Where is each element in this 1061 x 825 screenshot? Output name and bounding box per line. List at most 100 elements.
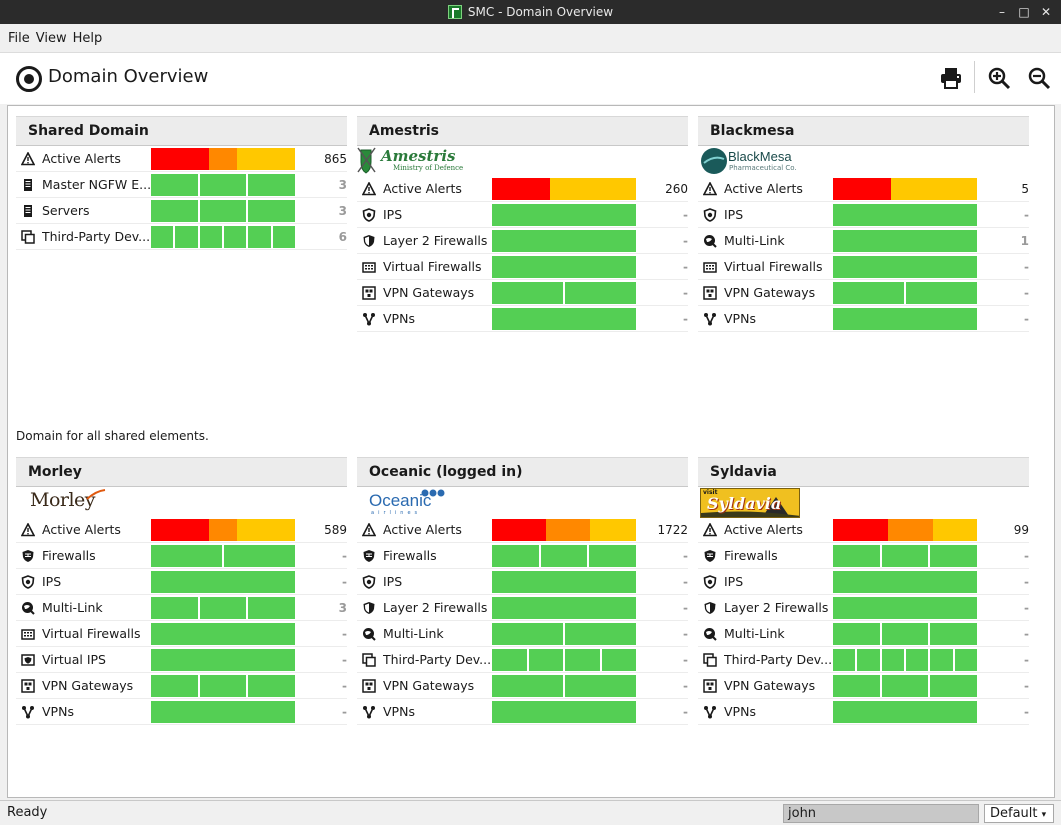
status-bar-master-ngfw-e[interactable] [151, 174, 296, 196]
alerts-severity-bar[interactable] [151, 519, 295, 541]
row-ips[interactable]: IPS - [698, 202, 1029, 228]
domain-panel[interactable]: Amestris Amestris Ministry of Defence Activ… [357, 116, 688, 332]
row-layer-2-firewalls[interactable]: Layer 2 Firewalls - [357, 228, 688, 254]
row-ips[interactable]: IPS - [357, 569, 688, 595]
status-bar-virtual-firewalls[interactable] [492, 256, 636, 278]
status-bar-third-party-dev[interactable] [833, 649, 977, 671]
domain-panel[interactable]: Shared Domain Active Alerts 865 Master NGFW… [16, 116, 347, 250]
close-icon[interactable]: ✕ [1040, 5, 1052, 19]
status-bar-vpns[interactable] [833, 308, 977, 330]
status-bar-vpns[interactable] [492, 701, 636, 723]
domain-name-morley[interactable]: Morley [16, 457, 347, 487]
menu-file[interactable]: File [8, 30, 30, 46]
status-bar-ips[interactable] [833, 571, 977, 593]
status-bar-ips[interactable] [492, 204, 636, 226]
domain-name-amestris[interactable]: Amestris [357, 116, 688, 146]
alerts-severity-bar[interactable] [492, 519, 636, 541]
row-vpns[interactable]: VPNs - [357, 699, 688, 725]
status-bar-vpn-gateways[interactable] [833, 675, 978, 697]
status-bar-third-party-dev[interactable] [151, 226, 295, 248]
row-multi-link[interactable]: Multi-Link - [698, 621, 1029, 647]
status-bar-virtual-firewalls[interactable] [151, 623, 295, 645]
domain-panel[interactable]: Oceanic (logged in) Oceanic airlines Active… [357, 457, 688, 725]
status-bar-ips[interactable] [151, 571, 295, 593]
printer-icon[interactable] [936, 63, 966, 93]
row-vpns[interactable]: VPNs - [357, 306, 688, 332]
domain-name-shared-domain[interactable]: Shared Domain [16, 116, 347, 146]
row-ips[interactable]: IPS - [357, 202, 688, 228]
status-bar-vpn-gateways[interactable] [492, 675, 636, 697]
status-bar-multi-link[interactable] [492, 623, 636, 645]
status-bar-ips[interactable] [833, 204, 977, 226]
alerts-severity-bar[interactable] [492, 178, 636, 200]
row-virtual-firewalls[interactable]: Virtual Firewalls - [698, 254, 1029, 280]
row-virtual-ips[interactable]: Virtual IPS - [16, 647, 347, 673]
row-servers[interactable]: Servers 3 [16, 198, 347, 224]
row-active-alerts[interactable]: Active Alerts 1722 [357, 517, 688, 543]
status-bar-multi-link[interactable] [833, 230, 977, 252]
row-active-alerts[interactable]: Active Alerts 99 [698, 517, 1029, 543]
status-bar-servers[interactable] [151, 200, 296, 222]
status-bar-layer-2-firewalls[interactable] [833, 597, 977, 619]
status-bar-layer-2-firewalls[interactable] [492, 597, 636, 619]
row-multi-link[interactable]: Multi-Link 3 [16, 595, 347, 621]
status-bar-vpn-gateways[interactable] [492, 282, 636, 304]
domain-panel[interactable]: Morley Morley Active Alerts 589 Firewalls - IP… [16, 457, 347, 725]
row-active-alerts[interactable]: Active Alerts 260 [357, 176, 688, 202]
alerts-severity-bar[interactable] [833, 519, 978, 541]
minimize-icon[interactable]: – [999, 5, 1005, 19]
row-layer-2-firewalls[interactable]: Layer 2 Firewalls - [357, 595, 688, 621]
row-virtual-firewalls[interactable]: Virtual Firewalls - [16, 621, 347, 647]
zoom-in-icon[interactable] [984, 63, 1014, 93]
status-bar-vpns[interactable] [492, 308, 636, 330]
alerts-severity-bar[interactable] [151, 148, 295, 170]
row-ips[interactable]: IPS - [698, 569, 1029, 595]
row-active-alerts[interactable]: Active Alerts 589 [16, 517, 347, 543]
row-vpn-gateways[interactable]: VPN Gateways - [357, 280, 688, 306]
row-firewalls[interactable]: Firewalls - [357, 543, 688, 569]
domain-name-blackmesa[interactable]: Blackmesa [698, 116, 1029, 146]
row-firewalls[interactable]: Firewalls - [16, 543, 347, 569]
status-bar-virtual-firewalls[interactable] [833, 256, 977, 278]
row-third-party-dev[interactable]: Third-Party Dev... 6 [16, 224, 347, 250]
row-ips[interactable]: IPS - [16, 569, 347, 595]
row-vpns[interactable]: VPNs - [16, 699, 347, 725]
row-firewalls[interactable]: Firewalls - [698, 543, 1029, 569]
status-bar-multi-link[interactable] [833, 623, 978, 645]
row-master-ngfw-e[interactable]: Master NGFW E... 3 [16, 172, 347, 198]
status-bar-virtual-ips[interactable] [151, 649, 295, 671]
status-bar-vpn-gateways[interactable] [151, 675, 296, 697]
row-vpn-gateways[interactable]: VPN Gateways - [698, 673, 1029, 699]
alerts-severity-bar[interactable] [833, 178, 977, 200]
domain-name-syldavia[interactable]: Syldavia [698, 457, 1029, 487]
status-bar-layer-2-firewalls[interactable] [492, 230, 636, 252]
row-virtual-firewalls[interactable]: Virtual Firewalls - [357, 254, 688, 280]
row-vpns[interactable]: VPNs - [698, 306, 1029, 332]
row-active-alerts[interactable]: Active Alerts 865 [16, 146, 347, 172]
maximize-icon[interactable]: □ [1018, 5, 1030, 19]
row-vpn-gateways[interactable]: VPN Gateways - [357, 673, 688, 699]
status-bar-third-party-dev[interactable] [492, 649, 636, 671]
zoom-out-icon[interactable] [1024, 63, 1054, 93]
row-layer-2-firewalls[interactable]: Layer 2 Firewalls - [698, 595, 1029, 621]
row-vpn-gateways[interactable]: VPN Gateways - [16, 673, 347, 699]
status-bar-vpn-gateways[interactable] [833, 282, 977, 304]
status-bar-ips[interactable] [492, 571, 636, 593]
row-multi-link[interactable]: Multi-Link 1 [698, 228, 1029, 254]
status-bar-vpns[interactable] [151, 701, 295, 723]
status-bar-firewalls[interactable] [492, 545, 637, 567]
menu-help[interactable]: Help [72, 30, 103, 46]
status-bar-vpns[interactable] [833, 701, 977, 723]
row-vpn-gateways[interactable]: VPN Gateways - [698, 280, 1029, 306]
row-third-party-dev[interactable]: Third-Party Dev... - [698, 647, 1029, 673]
menu-view[interactable]: View [35, 30, 67, 46]
row-active-alerts[interactable]: Active Alerts 5 [698, 176, 1029, 202]
domain-name-oceanic-logged-in[interactable]: Oceanic (logged in) [357, 457, 688, 487]
row-vpns[interactable]: VPNs - [698, 699, 1029, 725]
status-bar-firewalls[interactable] [833, 545, 978, 567]
status-bar-firewalls[interactable] [151, 545, 295, 567]
profile-selector[interactable]: Default ▾ [984, 804, 1054, 823]
domain-panel[interactable]: Syldavia visit Syldavia Active Alerts 99 Fire… [698, 457, 1029, 725]
domain-panel[interactable]: Blackmesa BlackMesa Pharmaceutical Co. Acti… [698, 116, 1029, 332]
row-multi-link[interactable]: Multi-Link - [357, 621, 688, 647]
